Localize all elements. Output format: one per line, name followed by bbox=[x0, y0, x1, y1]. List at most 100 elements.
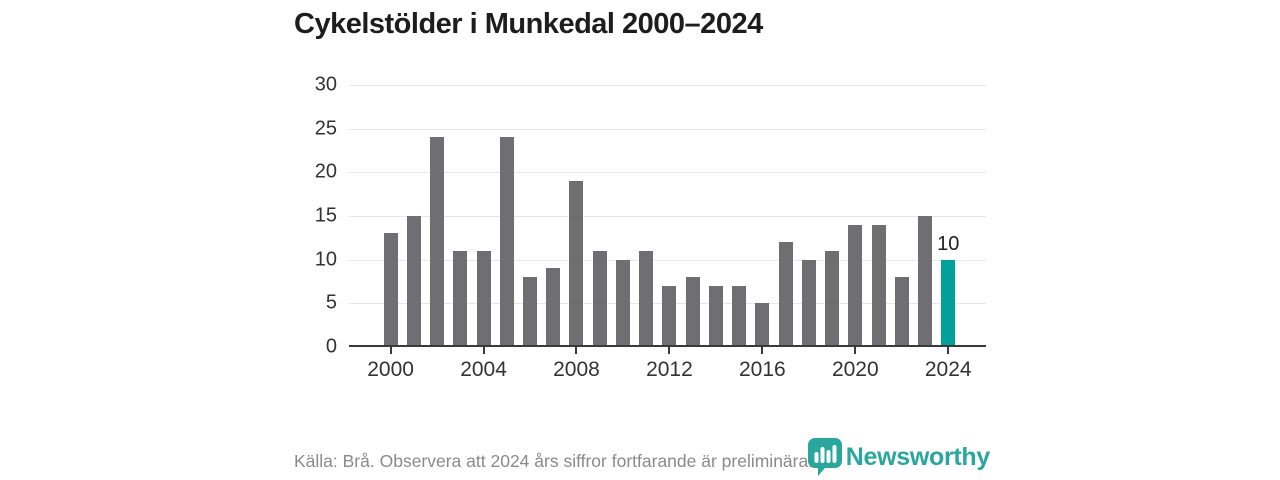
bar-slot bbox=[704, 85, 727, 347]
x-slot bbox=[867, 347, 890, 385]
x-slot bbox=[518, 347, 541, 385]
x-tick-label: 2004 bbox=[460, 358, 507, 381]
x-tick bbox=[389, 347, 392, 354]
x-tick bbox=[761, 347, 764, 354]
bar-slot bbox=[588, 85, 611, 347]
bar bbox=[453, 250, 468, 347]
bar-slot bbox=[844, 85, 867, 347]
x-slot bbox=[425, 347, 448, 385]
bar-slot bbox=[797, 85, 820, 347]
y-tick-label: 25 bbox=[314, 117, 337, 140]
bar bbox=[732, 285, 747, 347]
x-slot: 2016 bbox=[739, 347, 786, 385]
x-slot bbox=[495, 347, 518, 385]
x-slot: 2012 bbox=[646, 347, 693, 385]
bar bbox=[778, 242, 793, 347]
bar-slot bbox=[913, 85, 936, 347]
y-tick-label: 20 bbox=[314, 160, 337, 183]
bar-slot bbox=[820, 85, 843, 347]
x-slot: 2024 bbox=[925, 347, 972, 385]
x-tick-label: 2016 bbox=[739, 358, 786, 381]
bar-slot: 10 bbox=[937, 85, 960, 347]
x-tick bbox=[668, 347, 671, 354]
bar bbox=[546, 268, 561, 347]
newsworthy-logo-icon bbox=[807, 438, 842, 476]
bar bbox=[755, 303, 770, 347]
x-slot: 2020 bbox=[832, 347, 879, 385]
plot-area: 10 bbox=[349, 85, 986, 347]
bar-value-label: 10 bbox=[937, 233, 960, 255]
bar-slot bbox=[867, 85, 890, 347]
x-slot: 2008 bbox=[553, 347, 600, 385]
x-slot bbox=[588, 347, 611, 385]
bar-slot bbox=[565, 85, 588, 347]
bar-slot bbox=[658, 85, 681, 347]
bar bbox=[918, 216, 932, 347]
bar-slot bbox=[449, 85, 472, 347]
x-tick bbox=[482, 347, 485, 354]
bar bbox=[685, 277, 700, 347]
chart-figure: Cykelstölder i Munkedal 2000–2024 0 5 10 15… bbox=[294, 0, 990, 480]
bar-slot bbox=[611, 85, 634, 347]
bar-slot bbox=[681, 85, 704, 347]
x-tick-label: 2024 bbox=[924, 358, 972, 381]
y-tick-label: 0 bbox=[325, 335, 337, 358]
x-slot bbox=[402, 347, 425, 385]
bar-slot bbox=[402, 85, 425, 347]
bar-slot bbox=[472, 85, 495, 347]
bar bbox=[569, 181, 584, 347]
bar bbox=[523, 277, 538, 347]
newsworthy-logo: Newsworthy bbox=[807, 438, 991, 476]
y-tick-label: 5 bbox=[325, 291, 337, 314]
bar-slot bbox=[728, 85, 751, 347]
bars-row: 10 bbox=[349, 85, 986, 347]
newsworthy-wordmark: Newsworthy bbox=[845, 442, 991, 471]
bar bbox=[499, 137, 514, 347]
x-slot bbox=[890, 347, 913, 385]
x-tick-label: 2000 bbox=[367, 358, 414, 381]
x-slot bbox=[704, 347, 727, 385]
y-axis: 0 5 10 15 20 25 30 bbox=[294, 74, 349, 358]
bar-slot bbox=[890, 85, 913, 347]
y-tick-label: 30 bbox=[314, 73, 337, 96]
bar-slot bbox=[518, 85, 541, 347]
x-tick-label: 2012 bbox=[646, 358, 693, 381]
bar bbox=[662, 285, 677, 347]
gridline bbox=[349, 128, 986, 130]
bar bbox=[406, 216, 421, 347]
x-axis: 2000 2004 2008 2012 2016 2020 2024 bbox=[349, 347, 986, 385]
chart-title: Cykelstölder i Munkedal 2000–2024 bbox=[294, 8, 763, 40]
x-tick-label: 2020 bbox=[831, 358, 879, 381]
chart-footer: Källa: Brå. Observera att 2024 års siffr… bbox=[294, 438, 990, 480]
bar-slot bbox=[495, 85, 518, 347]
chart-area: 0 5 10 15 20 25 30 10 bbox=[294, 74, 986, 358]
bar-slot bbox=[542, 85, 565, 347]
x-slot bbox=[774, 347, 797, 385]
x-slot bbox=[611, 347, 634, 385]
x-tick bbox=[947, 347, 950, 354]
x-slot bbox=[681, 347, 704, 385]
x-slot bbox=[797, 347, 820, 385]
x-slot: 2000 bbox=[367, 347, 414, 385]
x-tick-label: 2008 bbox=[553, 358, 600, 381]
source-note: Källa: Brå. Observera att 2024 års siffr… bbox=[294, 451, 814, 471]
bar bbox=[801, 259, 816, 347]
bar bbox=[476, 250, 491, 347]
bar bbox=[615, 259, 630, 347]
bar bbox=[430, 137, 445, 347]
x-tick bbox=[854, 347, 857, 354]
bar-slot bbox=[379, 85, 402, 347]
bar-slot bbox=[774, 85, 797, 347]
bar-slot bbox=[425, 85, 448, 347]
gridline bbox=[349, 216, 986, 217]
x-axis-baseline bbox=[349, 345, 986, 347]
gridline bbox=[349, 85, 986, 86]
gridline bbox=[349, 259, 986, 261]
bar bbox=[639, 250, 654, 347]
bar bbox=[592, 250, 607, 347]
bar bbox=[825, 250, 840, 347]
y-tick-label: 15 bbox=[314, 204, 337, 227]
x-tick bbox=[575, 347, 578, 354]
bar-highlighted bbox=[941, 259, 956, 347]
bar bbox=[871, 224, 886, 347]
